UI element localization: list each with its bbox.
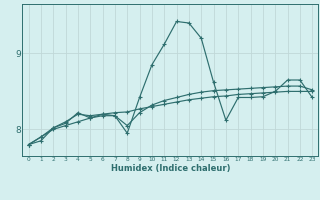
X-axis label: Humidex (Indice chaleur): Humidex (Indice chaleur)	[111, 164, 230, 173]
